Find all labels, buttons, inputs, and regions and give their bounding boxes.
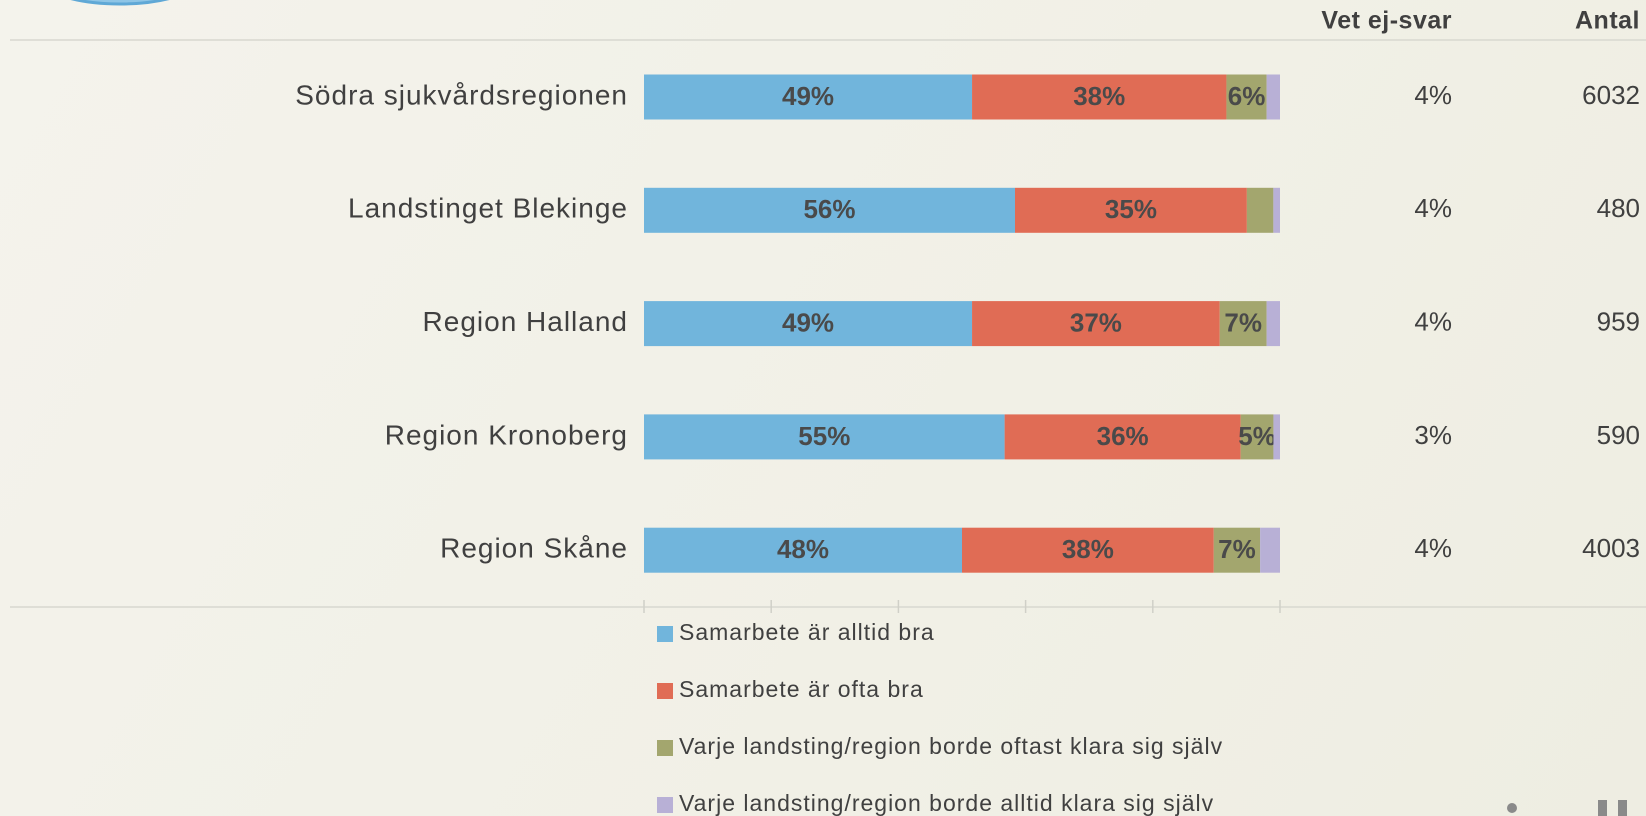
bar-segment [962,527,1214,573]
bar-segment [1219,301,1267,347]
bar-segment [644,527,962,573]
legend-swatch [657,740,673,756]
data-label: 37% [1070,307,1122,337]
category-label: Region Halland [423,306,628,337]
data-label: 36% [1097,421,1149,451]
category-label: Region Kronoberg [385,419,628,450]
data-label: 38% [1062,534,1114,564]
data-label: 56% [803,194,855,224]
bar-segment [1266,301,1280,347]
column-value: 590 [1597,420,1640,450]
bar-segment [1015,187,1247,233]
bar-segment [644,414,1005,460]
column-value: 6032 [1582,80,1640,110]
data-label: 48% [777,534,829,564]
data-label: 55% [798,421,850,451]
bar-segment [1260,527,1280,573]
data-label: 49% [782,307,834,337]
bar-segment [972,301,1220,347]
category-label: Södra sjukvårdsregionen [295,79,628,110]
column-value: 4003 [1582,533,1640,563]
column-value: 480 [1597,193,1640,223]
legend-swatch [657,683,673,699]
bar-segment [1266,74,1280,120]
column-header: Vet ej-svar [1321,7,1452,35]
category-label: Region Skåne [440,533,628,564]
data-label: 38% [1073,81,1125,111]
data-label: 7% [1224,307,1262,337]
bar-segment [1240,414,1274,460]
decoration [70,0,170,6]
legend-label: Varje landsting/region borde oftast klar… [679,733,1223,759]
data-label: 6% [1228,81,1266,111]
column-value: 4% [1414,80,1452,110]
legend-label: Varje landsting/region borde alltid klar… [679,790,1214,816]
data-label: 7% [1218,534,1256,564]
column-value: 3% [1414,420,1452,450]
bar-segment [644,74,973,120]
bar-segment [644,187,1015,233]
legend-label: Samarbete är alltid bra [679,619,935,645]
bar-segment [1213,527,1261,573]
bar-segment [1004,414,1241,460]
bar-segment [1246,187,1274,233]
data-label: 35% [1105,194,1157,224]
bar-segment [1273,414,1280,460]
bar-segment [1273,187,1280,233]
bar-segment [1226,74,1267,120]
column-value: 4% [1414,193,1452,223]
legend-label: Samarbete är ofta bra [679,676,924,702]
bar-segment [644,301,973,347]
column-value: 4% [1414,306,1452,336]
legend-swatch [657,797,673,813]
bar-segment [972,74,1227,120]
data-label: 5% [1238,421,1276,451]
logo [1507,800,1627,816]
data-label: 49% [782,81,834,111]
category-label: Landstinget Blekinge [348,193,628,224]
legend-swatch [657,626,673,642]
column-value: 959 [1597,306,1640,336]
column-header: Antal [1575,7,1640,35]
column-value: 4% [1414,533,1452,563]
